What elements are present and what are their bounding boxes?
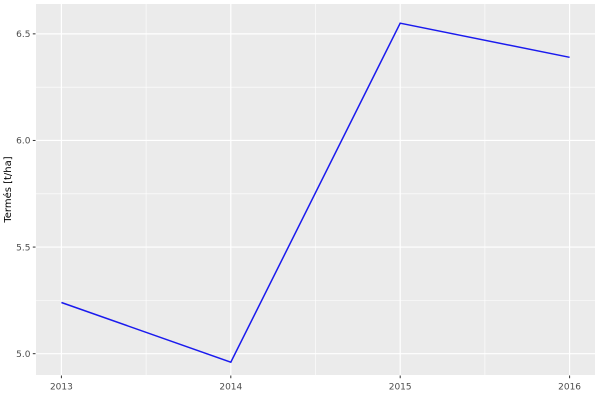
x-tick-label: 2016 <box>558 383 581 393</box>
x-tick-label: 2015 <box>389 383 412 393</box>
x-tick-label: 2014 <box>219 383 242 393</box>
y-axis-title: Termés [t/ha] <box>2 156 14 223</box>
y-tick-label: 6.0 <box>16 137 31 147</box>
y-tick-label: 5.5 <box>16 243 30 253</box>
y-tick-label: 6.5 <box>16 30 30 40</box>
x-tick-label: 2013 <box>50 383 73 393</box>
y-tick-label: 5.0 <box>16 350 31 360</box>
data-line-termés <box>61 22 570 364</box>
